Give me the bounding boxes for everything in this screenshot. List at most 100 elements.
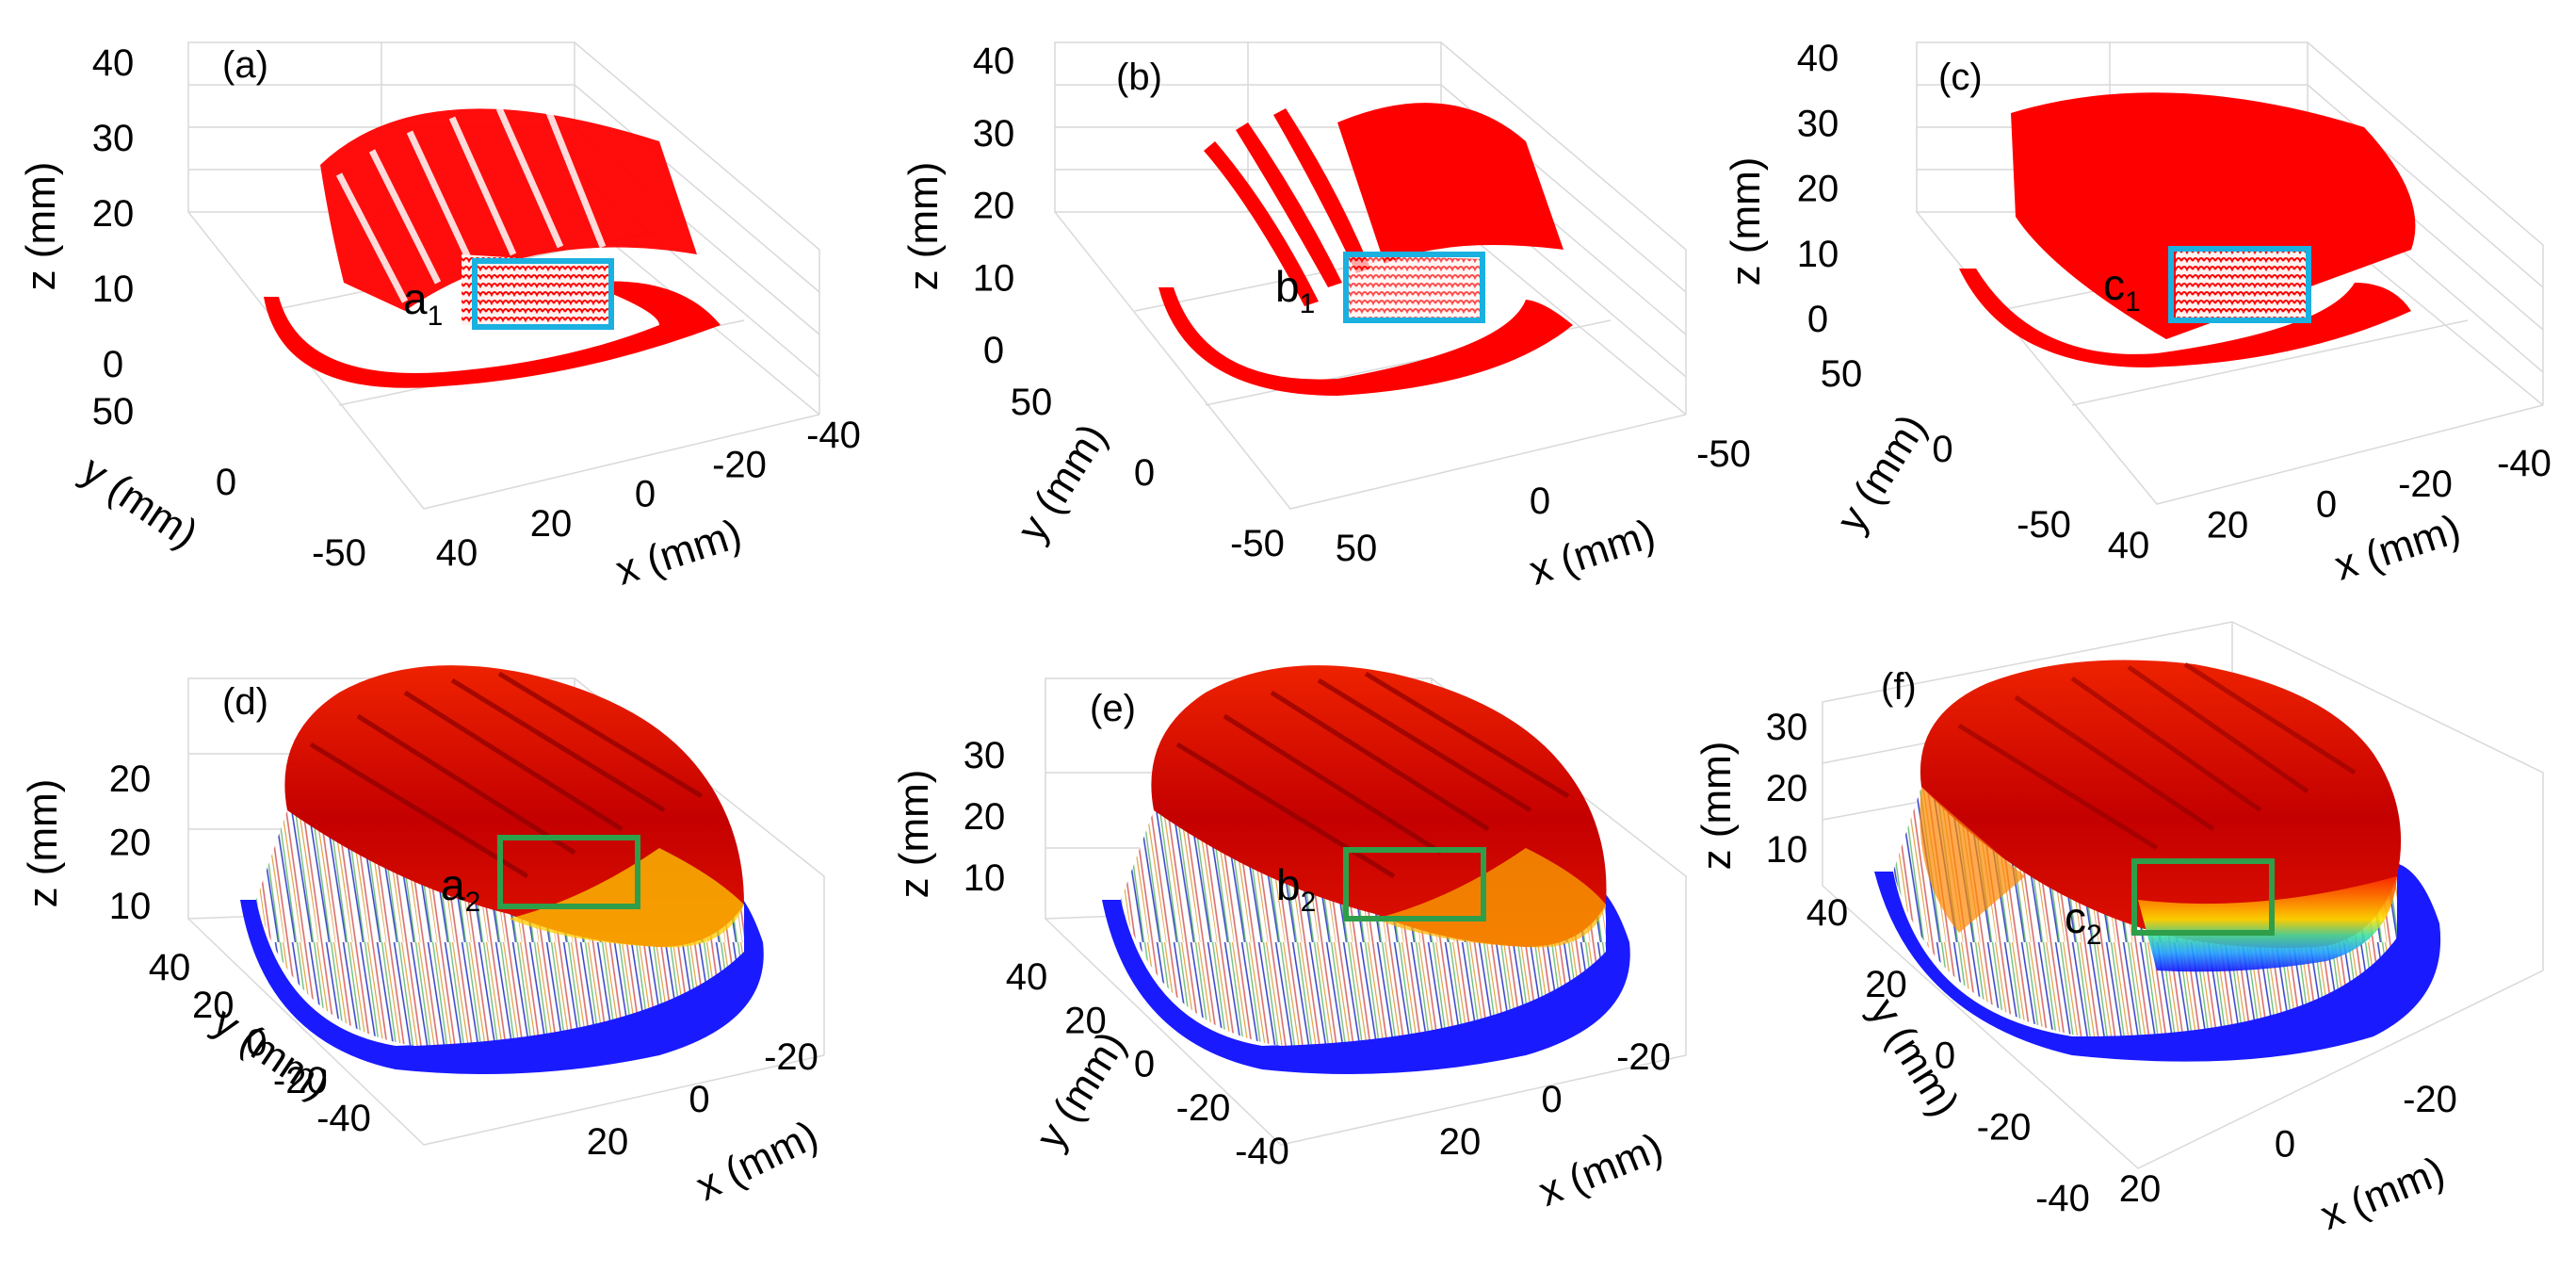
x-tick-label: -40 xyxy=(2497,443,2552,484)
y-tick-label: 40 xyxy=(149,947,191,988)
roi-label-a1: a1 xyxy=(403,274,443,332)
x-tick-label: 20 xyxy=(530,503,573,545)
y-axis-label: y (mm) xyxy=(73,447,206,557)
y-tick-label: 50 xyxy=(1821,353,1863,395)
z-tick-label: 40 xyxy=(92,42,135,84)
x-ticks: 40 20 0 -20 -40 xyxy=(436,415,861,574)
x-axis-label: x (mm) xyxy=(1532,1124,1669,1215)
panel-label: (f) xyxy=(1881,666,1917,708)
z-tick-label: 40 xyxy=(1797,38,1839,79)
panel-c: c1 (c) 0 10 20 30 40 50 0 -50 40 20 0 -20 -40 z (m… xyxy=(1723,38,2552,590)
y-tick-label: -40 xyxy=(316,1098,371,1139)
x-ticks: 50 0 -50 xyxy=(1336,433,1751,569)
z-tick-label: 20 xyxy=(1797,169,1839,210)
panel-label: (e) xyxy=(1090,688,1136,729)
x-tick-label: 20 xyxy=(587,1121,629,1163)
z-axis-label: z (mm) xyxy=(1693,742,1740,871)
z-tick-label: 0 xyxy=(103,344,123,385)
z-tick-label: 40 xyxy=(973,41,1015,82)
y-tick-label: -50 xyxy=(1230,523,1285,564)
z-tick-label: 20 xyxy=(1766,768,1808,809)
panel-label: (c) xyxy=(1938,57,1983,98)
x-tick-label: -20 xyxy=(712,444,767,485)
x-tick-label: 0 xyxy=(635,474,656,515)
z-ticks: 0 10 20 30 40 xyxy=(1797,38,1839,340)
y-tick-label: 0 xyxy=(1134,452,1155,494)
y-tick-label: -50 xyxy=(2017,504,2071,546)
z-tick-label: 20 xyxy=(964,796,1006,838)
roi-label-a2: a2 xyxy=(441,860,480,918)
roi-box-c1 xyxy=(2168,246,2311,323)
x-tick-label: 20 xyxy=(2119,1168,2162,1210)
y-tick-label: 0 xyxy=(1935,1036,1955,1077)
z-axis-label: z (mm) xyxy=(891,770,937,899)
y-tick-label: -50 xyxy=(312,532,366,574)
z-tick-label: 10 xyxy=(964,857,1006,899)
z-tick-label: 10 xyxy=(973,257,1015,299)
point-cloud xyxy=(264,104,721,388)
z-ticks: 0 10 20 30 40 xyxy=(92,42,135,385)
y-axis-label: y (mm) xyxy=(1009,416,1116,549)
y-ticks: 50 0 -50 xyxy=(92,391,366,574)
z-tick-label: 20 xyxy=(92,193,135,235)
3d-surface xyxy=(240,665,764,1074)
y-ticks: 50 0 -50 xyxy=(1011,382,1285,564)
x-tick-label: -20 xyxy=(2403,1079,2457,1120)
x-axis-label: x (mm) xyxy=(610,511,747,595)
z-ticks: 10 20 30 xyxy=(964,735,1006,899)
x-axis-label: x (mm) xyxy=(1524,511,1661,595)
z-tick-label: 10 xyxy=(1797,234,1839,275)
x-tick-label: 0 xyxy=(1541,1079,1562,1120)
z-ticks: 0 10 20 30 40 xyxy=(973,41,1015,371)
roi-box-a1 xyxy=(472,258,614,330)
z-ticks: 10 20 20 xyxy=(109,758,152,927)
x-tick-label: 0 xyxy=(2275,1124,2295,1166)
z-tick-label: 30 xyxy=(1797,103,1839,144)
z-tick-label: 30 xyxy=(964,735,1006,776)
roi-box-b1 xyxy=(1343,252,1485,323)
y-axis-label: y (mm) xyxy=(1828,406,1936,540)
x-tick-label: 20 xyxy=(2207,504,2249,546)
z-tick-label: 10 xyxy=(92,269,135,310)
y-tick-label: 0 xyxy=(1134,1044,1155,1085)
y-tick-label: -40 xyxy=(1235,1131,1289,1172)
panel-label: (a) xyxy=(222,44,268,86)
roi-label-c1: c1 xyxy=(2103,260,2141,318)
z-axis-label: z (mm) xyxy=(18,162,64,291)
3d-surface xyxy=(1102,665,1630,1074)
y-tick-label: 20 xyxy=(192,985,235,1026)
y-ticks: 50 0 -50 xyxy=(1821,353,2071,546)
y-tick-label: 0 xyxy=(1932,429,1952,470)
x-tick-label: -20 xyxy=(1616,1036,1671,1078)
y-tick-label: 50 xyxy=(92,391,135,432)
z-axis-label: z (mm) xyxy=(900,162,947,291)
x-tick-label: 40 xyxy=(2108,525,2150,566)
x-tick-label: -40 xyxy=(806,415,861,456)
y-tick-label: 40 xyxy=(1806,892,1849,934)
z-tick-label: 10 xyxy=(109,886,152,927)
y-tick-label: 20 xyxy=(1865,964,1907,1005)
roi-label-b2: b2 xyxy=(1276,860,1316,918)
3d-surface xyxy=(1874,660,2441,1062)
y-axis-label: y (mm) xyxy=(1028,1023,1135,1157)
y-tick-label: 0 xyxy=(246,1022,267,1064)
point-cloud xyxy=(1959,92,2416,367)
y-tick-label: -20 xyxy=(1176,1087,1231,1129)
x-tick-label: 50 xyxy=(1336,528,1378,569)
z-axis-label: z (mm) xyxy=(1723,157,1769,286)
z-tick-label: 20 xyxy=(973,186,1015,227)
x-axis-label: x (mm) xyxy=(2314,1148,2451,1239)
x-tick-label: 0 xyxy=(2316,484,2337,526)
roi-label-b1: b1 xyxy=(1275,262,1315,319)
roi-box-a2 xyxy=(497,835,640,909)
roi-box-b2 xyxy=(1343,847,1486,921)
panel-label: (d) xyxy=(222,681,268,723)
x-ticks: 20 0 -20 xyxy=(1439,1036,1671,1163)
y-tick-label: 0 xyxy=(216,462,236,503)
x-ticks: 20 0 -20 xyxy=(2119,1079,2457,1210)
